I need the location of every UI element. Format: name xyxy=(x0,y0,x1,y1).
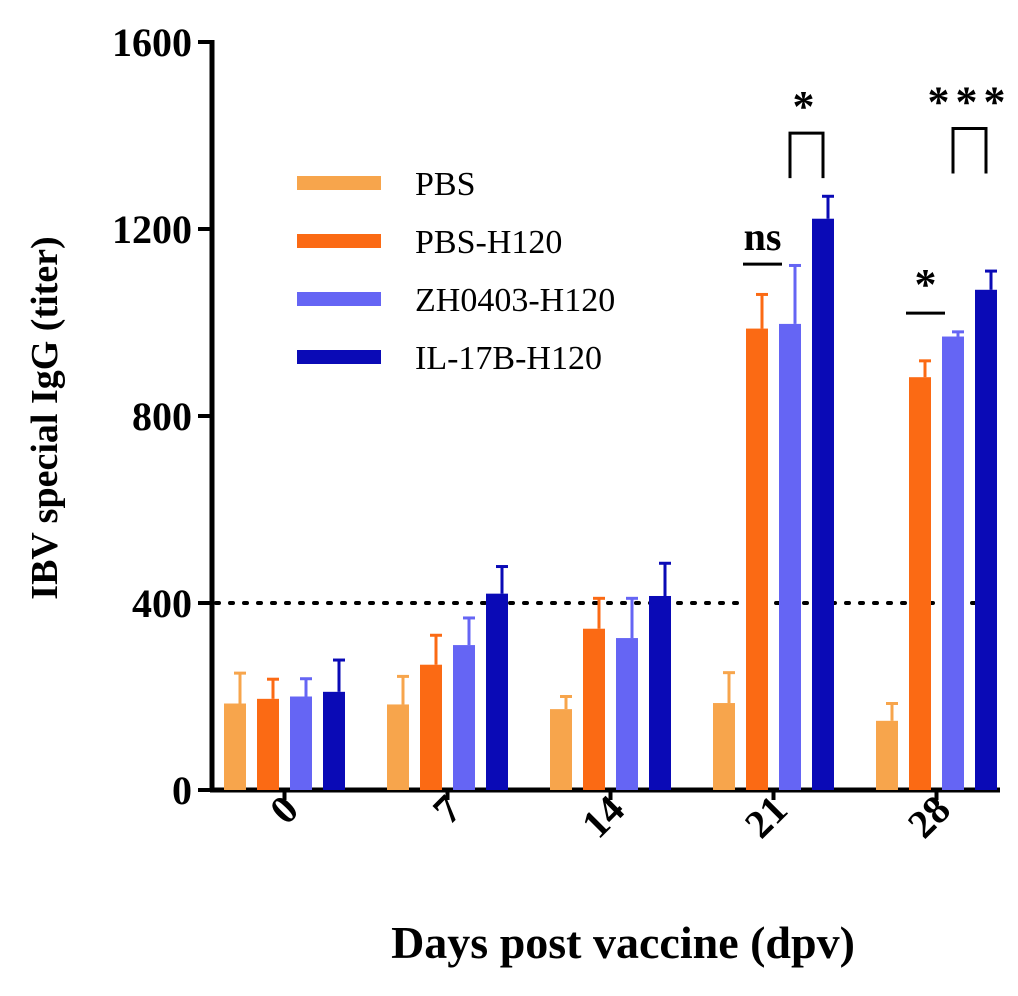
significance-label: * xyxy=(915,260,937,309)
legend-label: ZH0403-H120 xyxy=(415,282,615,319)
significance-label: * xyxy=(793,82,821,131)
bar xyxy=(453,645,475,790)
bar xyxy=(746,328,768,790)
legend-swatch xyxy=(297,350,381,364)
bar xyxy=(713,703,735,790)
bar xyxy=(224,703,246,790)
bar xyxy=(420,664,442,790)
significance-bracket xyxy=(788,131,825,179)
y-axis-label: IBV special IgG (titer) xyxy=(24,236,66,599)
bar xyxy=(486,593,508,790)
bar xyxy=(649,595,671,790)
significance-bracket xyxy=(951,126,988,174)
bar xyxy=(616,638,638,790)
y-tick-label: 1600 xyxy=(112,20,192,65)
x-tick-label: 21 xyxy=(736,787,796,847)
y-tick-label: 0 xyxy=(172,768,192,813)
bar xyxy=(779,323,801,790)
legend-swatch xyxy=(297,292,381,306)
bar xyxy=(909,377,931,790)
significance-label: *** xyxy=(928,77,1012,126)
bar xyxy=(942,336,964,790)
legend-label: IL-17B-H120 xyxy=(415,340,602,377)
x-tick-label: 14 xyxy=(573,787,633,847)
x-axis-label: Days post vaccine (dpv) xyxy=(391,917,855,968)
legend-label: PBS-H120 xyxy=(415,224,562,261)
y-tick-label: 800 xyxy=(132,394,192,439)
bar xyxy=(550,709,572,790)
bar xyxy=(290,696,312,790)
bar xyxy=(812,218,834,791)
bar xyxy=(257,698,279,790)
significance-label: ns xyxy=(744,214,782,259)
bar xyxy=(387,704,409,790)
legend-swatch xyxy=(297,176,381,190)
legend-swatch xyxy=(297,234,381,248)
bar xyxy=(975,289,997,790)
bar xyxy=(323,691,345,790)
legend-label: PBS xyxy=(415,166,476,203)
bar xyxy=(583,628,605,790)
x-tick-label: 28 xyxy=(899,787,959,847)
y-tick-label: 400 xyxy=(132,581,192,626)
y-tick-label: 1200 xyxy=(112,207,192,252)
bar xyxy=(876,720,898,790)
